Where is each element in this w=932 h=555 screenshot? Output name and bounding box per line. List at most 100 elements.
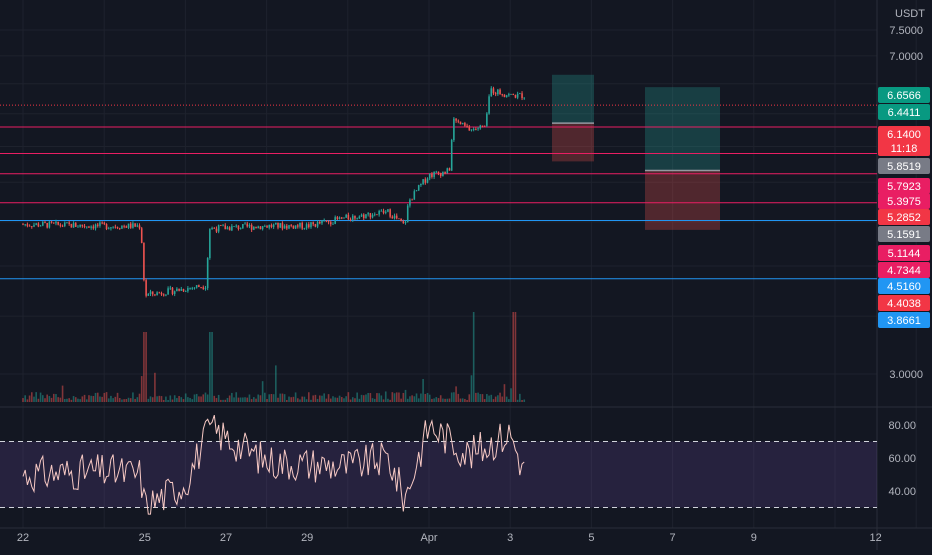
volume-bar	[376, 393, 378, 402]
time-tick-label: 22	[17, 532, 29, 544]
volume-bar	[103, 392, 106, 402]
volume-bar	[61, 385, 64, 402]
currency-label[interactable]: USDT	[895, 8, 925, 20]
candle-body	[105, 224, 108, 230]
volume-bar	[26, 399, 29, 402]
volume-bar	[448, 398, 451, 402]
candle-body	[406, 205, 409, 223]
candle-body	[264, 226, 266, 227]
time-tick-label: 3	[507, 532, 513, 544]
volume-bar	[400, 398, 402, 402]
volume-bar	[373, 398, 376, 402]
candle-body	[488, 96, 490, 114]
volume-bar	[268, 394, 271, 402]
candle-body	[211, 227, 213, 230]
volume-bar	[92, 396, 95, 402]
position-boxes[interactable]	[552, 74, 720, 230]
volume-bar	[244, 397, 246, 402]
volume-bar	[39, 392, 42, 402]
candle-body	[81, 224, 84, 227]
volume-bar	[310, 399, 312, 402]
candle-body	[41, 222, 44, 226]
candle-body	[380, 210, 383, 212]
candle-body	[257, 226, 260, 229]
candle-body	[107, 228, 110, 230]
volume-bar	[321, 395, 323, 402]
volume-bar	[165, 396, 167, 402]
candle-body	[140, 228, 143, 243]
volume-bar	[250, 399, 253, 402]
volume-bar	[307, 392, 310, 402]
volume-bar	[59, 397, 62, 402]
volume-bar	[167, 399, 169, 402]
volume-bar	[406, 398, 409, 402]
candle-body	[228, 227, 231, 231]
candle-body	[77, 226, 79, 228]
volume-bar	[338, 395, 341, 402]
candle-body	[459, 121, 462, 125]
volume-bar	[151, 397, 154, 402]
volume-bar	[134, 398, 136, 402]
volume-bar	[446, 398, 449, 402]
volume-bar	[184, 393, 187, 402]
volume-bar	[486, 394, 488, 402]
candle-body	[125, 226, 128, 228]
candle-body	[176, 288, 178, 292]
candle-body	[171, 287, 174, 294]
candle-body	[362, 214, 365, 219]
candle-body	[444, 171, 446, 174]
volume-bar	[303, 396, 306, 402]
volume-bar	[206, 394, 209, 402]
candle-body	[198, 285, 200, 288]
candle-body	[99, 222, 101, 226]
candle-body	[143, 242, 145, 281]
candle-body	[431, 173, 433, 177]
candle-body	[314, 224, 317, 227]
candle-body	[334, 217, 336, 224]
price-label-box	[878, 193, 930, 209]
candle-body	[472, 129, 475, 130]
candle-body	[55, 221, 57, 224]
volume-bar	[261, 381, 264, 402]
candle-body	[312, 222, 314, 225]
volume-bar	[380, 395, 383, 402]
candle-body	[162, 294, 165, 296]
candle-body	[222, 225, 224, 227]
candle-body	[286, 225, 288, 229]
candle-body	[508, 94, 510, 96]
volume-bar	[290, 397, 293, 402]
volume-bar	[70, 399, 73, 402]
volume-bar	[110, 395, 112, 402]
volume-bar	[191, 399, 194, 402]
price-label-text: 5.2852	[887, 212, 921, 224]
candle-body	[283, 225, 286, 229]
candle-body	[351, 215, 354, 220]
volume-bar	[288, 396, 290, 402]
candle-body	[112, 226, 114, 228]
volume-bar	[481, 394, 484, 402]
candle-body	[101, 222, 103, 224]
volume-bar	[195, 393, 198, 402]
horizontal-lines[interactable]	[0, 104, 877, 280]
volume-bar	[259, 395, 262, 402]
volume-bar	[101, 396, 103, 402]
volume-bar	[189, 397, 191, 402]
candle-body	[327, 221, 330, 223]
countdown-label: 11:18	[891, 143, 918, 155]
volume-bar	[409, 396, 411, 402]
candle-body	[325, 220, 328, 222]
volume-bar	[90, 395, 92, 402]
volume-bar	[79, 399, 81, 402]
candle-body	[259, 226, 262, 230]
candle-body	[158, 292, 161, 294]
candle-body	[50, 221, 53, 223]
volume-bar	[402, 392, 405, 402]
time-axis[interactable]: 22 25 27 29 Apr 3 5 7 9 12	[17, 532, 882, 544]
volume-bar	[277, 397, 279, 402]
candle-body	[206, 258, 209, 289]
volume-bar	[382, 399, 385, 402]
price-label-box	[878, 262, 930, 278]
volume-bar	[147, 398, 150, 402]
